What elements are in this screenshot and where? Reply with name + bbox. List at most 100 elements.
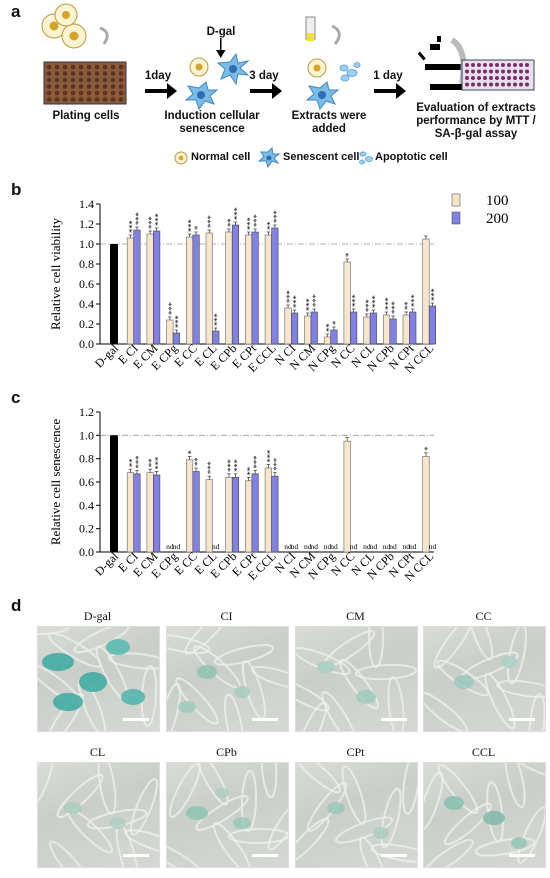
well bbox=[86, 84, 92, 89]
micrograph-image bbox=[423, 762, 546, 868]
significance-marker: *** bbox=[389, 301, 399, 314]
significance-marker: *** bbox=[409, 294, 419, 307]
well bbox=[110, 71, 116, 76]
induction-line1: Induction cellular bbox=[164, 110, 260, 122]
well bbox=[46, 77, 52, 83]
bar-200 bbox=[133, 473, 141, 553]
induction-line2: senescence bbox=[179, 123, 245, 135]
well bbox=[495, 63, 499, 67]
bar-200 bbox=[231, 477, 239, 553]
significance-marker: ** bbox=[402, 302, 412, 311]
bar-100 bbox=[126, 472, 134, 553]
significance-marker: *** bbox=[186, 219, 196, 232]
well bbox=[54, 64, 60, 70]
bar-100 bbox=[264, 467, 272, 553]
well bbox=[86, 77, 92, 83]
well bbox=[54, 90, 60, 96]
well bbox=[495, 69, 499, 74]
bar-100 bbox=[422, 456, 430, 553]
extracts-line2: added bbox=[312, 123, 346, 135]
y-tick-label: 0.4 bbox=[79, 297, 94, 311]
well bbox=[471, 76, 475, 80]
well bbox=[110, 64, 116, 70]
bar-200 bbox=[271, 475, 279, 553]
y-tick-label: 0.8 bbox=[79, 452, 94, 466]
well bbox=[489, 69, 493, 74]
well bbox=[94, 77, 100, 83]
flow-arrows bbox=[145, 38, 406, 99]
bar-100 bbox=[284, 307, 292, 345]
significance-marker: ** bbox=[126, 459, 136, 468]
well bbox=[54, 97, 60, 102]
significance-marker: *** bbox=[310, 294, 320, 307]
nd-label: nd bbox=[330, 542, 338, 551]
well bbox=[62, 90, 68, 96]
well bbox=[507, 69, 511, 74]
micrograph-title: D-gal bbox=[83, 609, 112, 623]
bar-200 bbox=[192, 234, 200, 345]
well-plate-icon bbox=[43, 61, 127, 105]
significance-marker: *** bbox=[428, 288, 438, 301]
significance-marker: *** bbox=[126, 220, 136, 233]
y-tick-label: 1.2 bbox=[79, 217, 94, 231]
well bbox=[118, 77, 124, 83]
micrograph-image bbox=[37, 762, 160, 868]
well bbox=[94, 64, 100, 70]
step3-label: 1 day bbox=[373, 70, 403, 82]
evaluation-line3: SA-β-gal assay bbox=[434, 128, 518, 140]
well bbox=[46, 97, 52, 102]
significance-marker: *** bbox=[231, 207, 241, 220]
well bbox=[94, 84, 100, 89]
well bbox=[94, 71, 100, 76]
well bbox=[94, 90, 100, 96]
well bbox=[62, 97, 68, 102]
significance-marker: ** bbox=[245, 467, 255, 476]
well bbox=[489, 63, 493, 67]
bar-200 bbox=[330, 329, 338, 345]
bar-100 bbox=[245, 480, 253, 553]
significance-marker: *** bbox=[231, 459, 241, 472]
well bbox=[102, 84, 108, 89]
significance-marker: ** bbox=[264, 222, 274, 231]
well bbox=[78, 77, 84, 83]
micrograph-image bbox=[166, 762, 289, 868]
micrograph-image bbox=[295, 762, 418, 868]
significance-marker: *** bbox=[133, 212, 143, 225]
well bbox=[78, 64, 84, 70]
well bbox=[525, 82, 529, 87]
well bbox=[78, 71, 84, 76]
bar-200 bbox=[153, 230, 161, 345]
y-tick-label: 0.0 bbox=[79, 545, 94, 559]
well bbox=[78, 97, 84, 102]
micrograph-title: CM bbox=[346, 609, 365, 623]
well bbox=[62, 77, 68, 83]
legend-label-200: 200 bbox=[486, 211, 509, 227]
well bbox=[62, 64, 68, 70]
micrograph-title: CPt bbox=[346, 745, 365, 759]
senescence-chart: 0.0 0.2 0.4 0.6 0.8 1.0 1.2 Relative cell senes… bbox=[48, 405, 436, 584]
significance-marker: *** bbox=[284, 290, 294, 303]
well bbox=[501, 63, 505, 67]
panel-label-a: a bbox=[11, 2, 21, 21]
well bbox=[519, 82, 523, 87]
well bbox=[70, 71, 76, 76]
significance-marker: *** bbox=[369, 295, 379, 308]
plating-label: Plating cells bbox=[52, 110, 120, 122]
bar-dgal bbox=[110, 244, 118, 344]
micrograph-title: CL bbox=[89, 745, 106, 759]
well bbox=[78, 90, 84, 96]
bar-200 bbox=[428, 305, 437, 345]
normal-cells-icon bbox=[41, 3, 87, 49]
bar-200 bbox=[251, 231, 259, 345]
significance-marker: ** bbox=[146, 459, 156, 468]
significance-marker: *** bbox=[271, 458, 281, 471]
well bbox=[477, 63, 481, 67]
well bbox=[477, 82, 481, 87]
well bbox=[525, 76, 529, 80]
bar-100 bbox=[264, 234, 272, 345]
well bbox=[519, 76, 523, 80]
viability-chart: 0.0 0.2 0.4 0.6 0.8 1.0 1.2 1.4 Relative cell vi… bbox=[48, 193, 509, 376]
extract-treatment-icon bbox=[305, 16, 361, 111]
well bbox=[483, 82, 487, 87]
bar-100 bbox=[225, 231, 233, 345]
